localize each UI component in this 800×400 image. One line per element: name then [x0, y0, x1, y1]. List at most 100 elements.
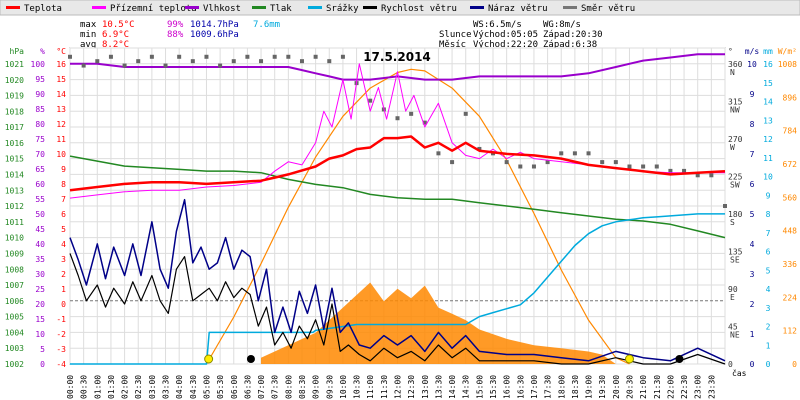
- temp-axis-tick: 15: [56, 75, 66, 84]
- series-wind-speed: [69, 253, 726, 365]
- hpa-axis-tick: 1020: [5, 76, 24, 85]
- dir-axis-unit: °: [728, 47, 733, 56]
- pct-axis-unit: %: [40, 47, 45, 56]
- ms-axis-tick: 10: [747, 60, 757, 69]
- wind-direction-point: [108, 54, 113, 59]
- sunset-marker: [624, 354, 634, 364]
- dir-name: NE: [730, 331, 740, 340]
- wind-direction-point: [723, 204, 727, 208]
- temp-axis-tick: -2: [56, 330, 66, 339]
- hpa-axis-tick: 1002: [5, 360, 24, 369]
- legend-label: Vlhkost: [203, 4, 241, 14]
- mm-axis-tick: 14: [763, 98, 773, 107]
- wind-direction-point: [313, 54, 318, 59]
- x-tick: 00:30: [80, 375, 89, 399]
- x-tick: 06:30: [243, 375, 252, 399]
- moon-set: Západ:6:38: [543, 40, 597, 50]
- hpa-axis-tick: 1015: [5, 155, 24, 164]
- moonset-marker: [246, 355, 255, 363]
- wind-direction-point: [259, 59, 264, 64]
- wind-direction-point: [327, 59, 332, 64]
- legend-label: Náraz větru: [488, 4, 548, 14]
- wind-direction-point: [518, 164, 523, 169]
- wind-direction-point: [613, 160, 618, 165]
- legend-label: Směr větru: [581, 4, 635, 14]
- temp-axis-tick: -1: [56, 315, 66, 324]
- pct-axis-tick: 45: [35, 225, 45, 234]
- temp-axis-tick: 7: [61, 195, 66, 204]
- wind-direction-point: [654, 164, 659, 169]
- stat-wind-speed: WS:6.5m/s: [473, 20, 522, 30]
- mm-axis-tick: 0: [766, 360, 771, 369]
- stat-temp: 8.2°C: [102, 40, 129, 50]
- x-tick: 19:30: [598, 375, 607, 399]
- temp-axis-tick: 12: [56, 120, 66, 129]
- mm-axis-tick: 7: [766, 229, 771, 238]
- temp-axis-tick: 10: [56, 150, 66, 159]
- x-tick: 08:30: [298, 375, 307, 399]
- stat-temp: 6.9°C: [102, 30, 129, 40]
- x-tick: 04:00: [175, 375, 184, 399]
- sun-label: Slunce: [439, 30, 472, 40]
- wm2-axis-tick: 896: [783, 93, 798, 102]
- ms-axis-unit: m/s: [745, 47, 760, 56]
- mm-axis-unit: mm: [763, 47, 773, 56]
- ms-axis-tick: 6: [750, 180, 755, 189]
- pct-axis-tick: 20: [35, 300, 45, 309]
- moon-rise: Východ:22:20: [473, 40, 538, 50]
- wind-direction-point: [559, 151, 564, 156]
- chart-title: 17.5.2014: [363, 50, 431, 64]
- x-tick: 20:00: [612, 375, 621, 399]
- dir-axis-tick: 135: [728, 248, 743, 257]
- x-tick: 03:00: [148, 375, 157, 399]
- series-pressure: [69, 155, 726, 239]
- x-tick: 09:00: [312, 375, 321, 399]
- wind-direction-point: [286, 54, 291, 59]
- stat-label: max: [80, 20, 97, 30]
- wind-direction-point: [177, 54, 182, 59]
- x-tick: 09:30: [325, 375, 334, 399]
- legend-label: Srážky: [326, 4, 359, 14]
- legend-label: Rychlost větru: [381, 4, 457, 14]
- temp-axis-tick: 3: [61, 255, 66, 264]
- wind-direction-point: [204, 54, 209, 59]
- x-tick: 22:30: [680, 375, 689, 399]
- series-solar-area: [261, 282, 616, 364]
- mm-axis-tick: 9: [766, 191, 771, 200]
- temp-axis-tick: 1: [61, 285, 66, 294]
- wm2-axis-tick: 448: [783, 227, 798, 236]
- moonrise-marker: [675, 355, 684, 363]
- wind-direction-point: [245, 54, 250, 59]
- x-tick: 03:30: [162, 375, 171, 399]
- x-axis-label: čas: [732, 368, 747, 378]
- dir-axis-tick: 315: [728, 98, 743, 107]
- hpa-axis-tick: 1021: [5, 60, 24, 69]
- stat-label: avg: [80, 40, 96, 50]
- wind-direction-point: [709, 173, 714, 178]
- ms-axis-tick: 8: [750, 120, 755, 129]
- ms-axis-tick: 9: [750, 90, 755, 99]
- wm2-axis-tick: 1008: [778, 60, 797, 69]
- pct-axis-tick: 10: [35, 330, 45, 339]
- x-tick: 15:30: [489, 375, 498, 399]
- wind-direction-point: [68, 54, 72, 59]
- wind-direction-point: [668, 168, 673, 173]
- temp-axis-tick: 4: [61, 240, 66, 249]
- x-tick: 05:00: [202, 375, 211, 399]
- ms-axis-tick: 7: [750, 150, 755, 159]
- hpa-axis-tick: 1004: [5, 328, 24, 337]
- hpa-axis-tick: 1018: [5, 107, 24, 116]
- sunrise-marker: [204, 354, 214, 364]
- x-tick: 23:30: [707, 375, 716, 399]
- wm2-axis-tick: 224: [783, 293, 798, 302]
- temp-axis-tick: 6: [61, 210, 66, 219]
- pct-axis-tick: 5: [40, 345, 45, 354]
- moon-label: Měsíc: [439, 40, 466, 50]
- wind-direction-point: [463, 111, 468, 116]
- wind-direction-point: [218, 63, 223, 68]
- temp-axis-tick: 2: [61, 270, 66, 279]
- pct-axis-tick: 60: [35, 180, 45, 189]
- dir-axis-tick: 360: [728, 60, 743, 69]
- x-tick: 22:00: [666, 375, 675, 399]
